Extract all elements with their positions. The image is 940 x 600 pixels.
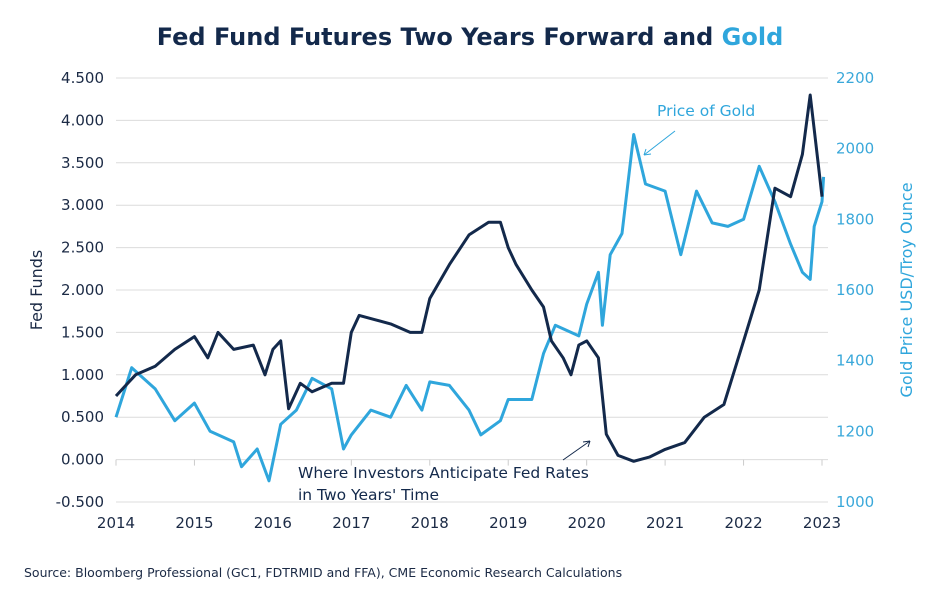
y-tick-label: 1.500 [61, 323, 104, 341]
y2-tick-label: 1800 [836, 210, 874, 228]
x-tick-label: 2023 [803, 514, 841, 532]
y2-axis-label: Gold Price USD/Troy Ounce [897, 182, 916, 397]
x-tick-label: 2022 [724, 514, 762, 532]
fed-annotation-line2: in Two Years' Time [298, 486, 439, 504]
x-tick-label: 2015 [175, 514, 213, 532]
x-tick-label: 2014 [97, 514, 135, 532]
title-gold: Gold [722, 23, 784, 51]
source-note: Source: Bloomberg Professional (GC1, FDT… [24, 565, 622, 580]
y2-tick-label: 2200 [836, 69, 874, 87]
series-lines [114, 93, 826, 483]
y-axis-label: Fed Funds [27, 250, 46, 331]
gold-arrowhead [643, 148, 652, 156]
gold-annotation: Price of Gold [657, 102, 755, 120]
fed-arrowhead [582, 440, 591, 448]
y-tick-label: 2.500 [61, 239, 104, 257]
y2-tick-label: 1200 [836, 422, 874, 440]
y-tick-label: 4.000 [61, 111, 104, 129]
y-tick-label: 3.500 [61, 154, 104, 172]
x-tick-label: 2017 [332, 514, 370, 532]
x-tick-label: 2020 [568, 514, 606, 532]
y-tick-label: 1.000 [61, 366, 104, 384]
fed-funds-line [114, 93, 824, 463]
y2-tick-label: 1400 [836, 352, 874, 370]
y-axis-ticks: -0.500 0.000 0.500 1.000 1.500 2.000 2.500 3.00… [56, 69, 104, 511]
y2-axis-ticks: 1000 1200 1400 1600 1800 2000 2200 [836, 69, 874, 511]
title-main: Fed Fund Futures Two Years Forward and [157, 23, 722, 51]
x-tick-label: 2019 [489, 514, 527, 532]
y-tick-label: 3.000 [61, 196, 104, 214]
x-tick-label: 2021 [646, 514, 684, 532]
y-tick-label: 0.000 [61, 451, 104, 469]
x-axis-ticks: 2014 2015 2016 2017 2018 2019 2020 2021 2022 2023 [97, 459, 841, 532]
fed-annotation: Where Investors Anticipate Fed Rates [298, 464, 589, 482]
y2-tick-label: 1600 [836, 281, 874, 299]
y-tick-label: 4.500 [61, 69, 104, 87]
y-tick-label: 0.500 [61, 408, 104, 426]
chart-title: Fed Fund Futures Two Years Forward and G… [157, 23, 784, 51]
y2-tick-label: 2000 [836, 140, 874, 158]
gold-annotation-arrow [643, 130, 676, 156]
y2-tick-label: 1000 [836, 493, 874, 511]
gridlines [116, 77, 828, 503]
y-tick-label: 2.000 [61, 281, 104, 299]
y-tick-label: -0.500 [56, 493, 104, 511]
fed-annotation-arrow [562, 440, 591, 461]
x-tick-label: 2016 [254, 514, 292, 532]
x-tick-label: 2018 [411, 514, 449, 532]
gold-price-line [114, 133, 826, 483]
